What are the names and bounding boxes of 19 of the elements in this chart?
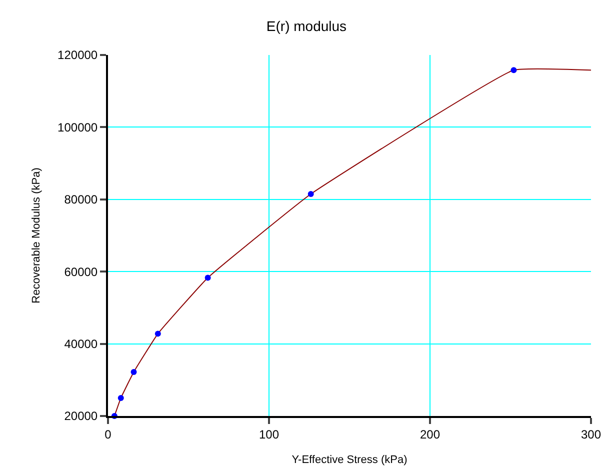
y-tick-label: 120000	[58, 48, 98, 62]
y-tick-label: 100000	[58, 120, 98, 134]
x-tick-label: 300	[580, 427, 602, 442]
x-tick-label: 0	[104, 427, 112, 442]
x-axis-title: Y-Effective Stress (kPa)	[292, 454, 408, 466]
point	[118, 394, 124, 401]
y-axis-title: Recoverable Modulus (kPa)	[30, 168, 43, 304]
y-tick-label: 40000	[64, 337, 98, 351]
point	[308, 190, 314, 197]
point	[204, 274, 211, 281]
y-tick-label: 80000	[64, 192, 98, 207]
y-tick-label: 60000	[64, 264, 98, 279]
x-tick-label: 200	[420, 427, 440, 442]
point	[130, 368, 137, 375]
point	[510, 67, 517, 74]
y-tick-label: 20000	[64, 409, 98, 424]
x-tick-label: 100	[258, 427, 280, 442]
chart-title: E(r) modulus	[266, 18, 347, 34]
point	[154, 330, 161, 337]
